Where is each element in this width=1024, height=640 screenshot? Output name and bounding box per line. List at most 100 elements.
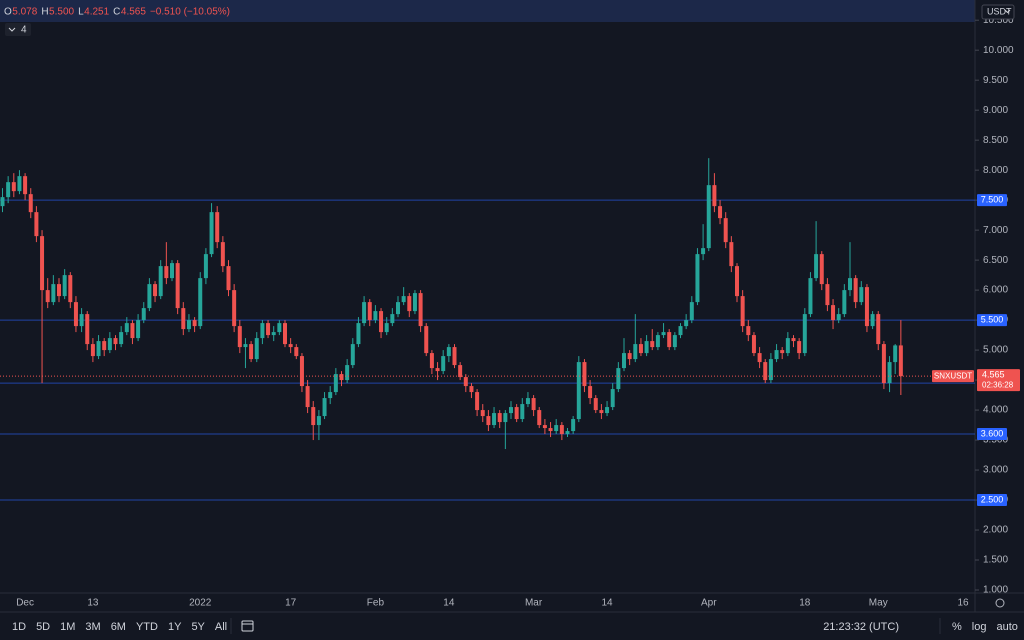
candle-body xyxy=(746,326,751,336)
candle-body xyxy=(785,338,790,354)
symbol-label: SNXUSDT xyxy=(934,371,972,380)
y-tick-label: 4.000 xyxy=(983,405,1008,416)
candle-body xyxy=(757,353,762,363)
candle-body xyxy=(23,176,28,195)
candle-body xyxy=(198,278,203,327)
candle-body xyxy=(124,323,129,333)
range-button[interactable]: 1M xyxy=(60,621,75,633)
candle-body xyxy=(62,275,67,297)
candle-body xyxy=(271,332,276,336)
candle-body xyxy=(446,347,451,357)
candle-body xyxy=(11,182,16,192)
candle-body xyxy=(107,338,112,351)
candle-body xyxy=(220,242,225,267)
x-tick-label: 2022 xyxy=(189,598,212,609)
option-button[interactable]: % xyxy=(952,621,962,633)
legend-change: −0.510 (−10.05%) xyxy=(150,7,230,18)
y-tick-label: 8.000 xyxy=(983,165,1008,176)
candle-body xyxy=(735,266,739,297)
candle-body xyxy=(802,314,807,354)
chevron-icon xyxy=(1004,9,1011,14)
range-button[interactable]: YTD xyxy=(136,621,158,633)
candle-body xyxy=(881,344,886,384)
candle-body xyxy=(729,242,734,267)
plot: Dec 13 2022 17 Feb 14 Mar 14 Apr 18 May 16 SNXUSDT xyxy=(0,158,975,609)
y-tick-label: 1.000 xyxy=(983,585,1008,596)
candle-body xyxy=(463,377,468,387)
legend-key: H xyxy=(41,7,48,18)
candle-body xyxy=(45,290,50,303)
y-tick-label: 6.500 xyxy=(983,255,1008,266)
option-button[interactable]: log xyxy=(972,621,987,633)
candle-body xyxy=(893,345,898,363)
candle-body xyxy=(672,335,677,348)
range-button[interactable]: 6M xyxy=(111,621,126,633)
candle-body xyxy=(791,338,796,342)
candle-body xyxy=(79,314,84,327)
candle-body xyxy=(345,365,350,381)
candle-body xyxy=(599,410,604,414)
candle-body xyxy=(531,398,536,411)
range-button[interactable]: 1Y xyxy=(168,621,182,633)
candle-body xyxy=(633,344,638,360)
date-range-icon[interactable] xyxy=(241,620,254,632)
range-button[interactable]: All xyxy=(215,621,227,633)
range-button[interactable]: 1D xyxy=(12,621,26,633)
candle-body xyxy=(819,254,824,285)
candle-body xyxy=(859,287,864,303)
candle-body xyxy=(475,392,480,411)
candle-body xyxy=(136,320,141,339)
currency-button[interactable] xyxy=(981,4,1015,20)
candle-body xyxy=(435,368,440,372)
candle-body xyxy=(537,410,542,426)
legend-value: 5.500 xyxy=(49,7,74,18)
candle-body xyxy=(718,206,723,219)
candle-body xyxy=(763,362,768,381)
candle-body xyxy=(740,296,745,327)
level-tag xyxy=(977,194,1007,207)
candle-body xyxy=(497,413,502,423)
x-tick-label: Feb xyxy=(367,598,385,609)
candle-body xyxy=(650,341,655,348)
y-tick-label: 5.000 xyxy=(983,345,1008,356)
candle-body xyxy=(237,326,242,348)
range-button[interactable]: 5Y xyxy=(191,621,205,633)
candle-body xyxy=(559,425,564,435)
legend-value: 4.251 xyxy=(84,7,109,18)
range-button[interactable]: 3M xyxy=(85,621,100,633)
candle-body xyxy=(181,308,186,330)
candle-body xyxy=(384,323,389,333)
candle-body xyxy=(254,338,259,360)
level-label: 5.500 xyxy=(981,314,1004,324)
y-tick-label: 2.000 xyxy=(983,525,1008,536)
option-button[interactable]: auto xyxy=(996,621,1017,633)
candle-body xyxy=(232,290,237,327)
legend-value: 4.565 xyxy=(121,7,146,18)
candle-body xyxy=(814,254,819,279)
candle-body xyxy=(328,392,333,399)
candle-body xyxy=(831,305,836,321)
candle-body xyxy=(260,323,265,339)
candle-body xyxy=(209,212,214,255)
candle-body xyxy=(266,323,271,336)
candle-body xyxy=(283,323,287,345)
candle-body xyxy=(667,332,672,348)
x-tick-label: 16 xyxy=(957,598,969,609)
candle-body xyxy=(316,416,321,426)
candle-body xyxy=(571,419,576,432)
indicator-toggle[interactable] xyxy=(5,23,31,36)
candle-body xyxy=(356,323,361,345)
candle-body xyxy=(525,398,530,405)
candle-body xyxy=(379,311,384,333)
candle-body xyxy=(723,218,728,243)
candle-body xyxy=(678,326,683,336)
candle-body xyxy=(311,407,316,426)
candle-body xyxy=(842,290,847,315)
candle-body xyxy=(689,302,694,321)
settings-icon[interactable] xyxy=(995,598,1005,608)
candle-body xyxy=(57,284,61,297)
candle-body xyxy=(407,296,412,312)
level-tag xyxy=(977,494,1007,507)
indicator-count: 4 xyxy=(21,25,27,36)
range-button[interactable]: 5D xyxy=(36,621,50,633)
